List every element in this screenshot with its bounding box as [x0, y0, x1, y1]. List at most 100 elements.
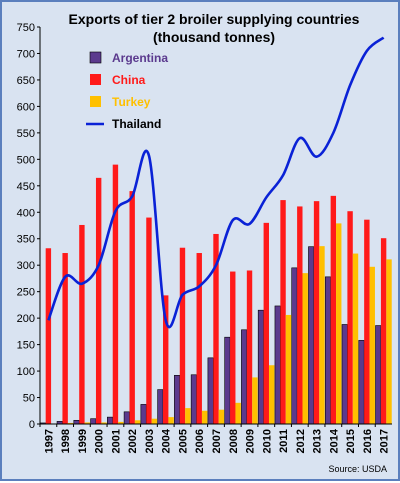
- bar-turkey-2010: [269, 365, 274, 424]
- y-tick-label: 200: [17, 313, 35, 325]
- y-tick-label: 300: [17, 260, 35, 272]
- x-tick-label: 2008: [228, 429, 240, 453]
- x-axis: 1997 1998 1999 2000 2001 2002 2003 2004 2005 2006…: [40, 424, 392, 453]
- bar-argentina-2004: [158, 390, 163, 424]
- bar-argentina-2008: [225, 337, 230, 424]
- x-tick-label: 2000: [94, 429, 106, 453]
- bar-china-2013: [314, 201, 319, 424]
- bar-china-2008: [230, 272, 235, 424]
- bar-china-2011: [280, 200, 285, 424]
- bar-china-2012: [297, 206, 302, 424]
- legend-label-turkey: Turkey: [112, 95, 151, 109]
- bar-china-2003: [146, 218, 151, 424]
- x-tick-label: 2015: [345, 429, 357, 453]
- x-tick-label: 2003: [144, 429, 156, 453]
- legend-label-argentina: Argentina: [112, 51, 168, 65]
- bar-china-2016: [364, 220, 369, 424]
- bar-china-2005: [180, 248, 185, 424]
- y-tick-label: 100: [17, 366, 35, 378]
- bar-argentina-2007: [208, 358, 213, 424]
- bar-argentina-2016: [359, 340, 364, 424]
- y-tick-label: 500: [17, 154, 35, 166]
- bar-argentina-1999: [74, 420, 79, 424]
- bar-argentina-2015: [342, 324, 347, 424]
- y-axis: 0 50 100 150 200 250 300 350 400 450 500 550 600 650 7…: [17, 22, 40, 431]
- bar-argentina-2011: [275, 306, 280, 424]
- legend-label-china: China: [112, 73, 146, 87]
- y-tick-label: 350: [17, 234, 35, 246]
- bar-china-2006: [197, 253, 202, 424]
- x-tick-label: 2001: [110, 429, 122, 453]
- plot-area: [40, 38, 391, 424]
- y-tick-label: 600: [17, 101, 35, 113]
- chart-subtitle: (thousand tonnes): [153, 29, 275, 45]
- bar-china-2001: [113, 165, 118, 424]
- y-tick-label: 650: [17, 75, 35, 87]
- bar-turkey-2004: [168, 417, 173, 424]
- chart-title: Exports of tier 2 broiler supplying coun…: [69, 11, 360, 27]
- y-tick-label: 700: [17, 48, 35, 60]
- x-tick-label: 2011: [278, 429, 290, 453]
- bar-argentina-2017: [376, 326, 381, 424]
- x-tick-label: 1997: [43, 429, 55, 453]
- x-tick-label: 2016: [362, 429, 374, 453]
- x-tick-label: 2005: [177, 429, 189, 453]
- y-tick-label: 750: [17, 22, 35, 34]
- source-note: Source: USDA: [328, 464, 387, 474]
- bar-argentina-2003: [141, 404, 146, 424]
- x-tick-label: 2009: [245, 429, 257, 453]
- bar-china-2002: [129, 191, 134, 424]
- bar-turkey-2014: [336, 223, 341, 424]
- bar-argentina-2012: [292, 268, 297, 424]
- y-tick-label: 250: [17, 287, 35, 299]
- legend-swatch-turkey: [90, 96, 101, 107]
- bar-turkey-2005: [185, 408, 190, 424]
- bar-turkey-2008: [235, 403, 240, 424]
- x-tick-label: 2004: [161, 428, 173, 453]
- bar-turkey-2015: [353, 254, 358, 424]
- x-tick-label: 2014: [328, 428, 340, 453]
- bar-argentina-2010: [258, 310, 263, 424]
- bar-argentina-2001: [107, 417, 112, 424]
- bar-turkey-2002: [135, 420, 140, 424]
- y-tick-label: 550: [17, 128, 35, 140]
- y-tick-label: 0: [29, 419, 35, 431]
- x-tick-label: 2006: [194, 429, 206, 453]
- bar-china-2017: [381, 238, 386, 424]
- x-tick-label: 2017: [379, 429, 391, 453]
- bar-china-2010: [264, 223, 269, 424]
- bar-turkey-2012: [303, 273, 308, 424]
- bar-turkey-2009: [252, 377, 257, 424]
- bar-turkey-2003: [152, 419, 157, 424]
- bar-china-1997: [46, 248, 51, 424]
- x-tick-label: 2010: [261, 429, 273, 453]
- bar-china-1999: [79, 225, 84, 424]
- bar-china-2009: [247, 270, 252, 424]
- bar-turkey-2016: [370, 267, 375, 424]
- bar-argentina-2009: [241, 330, 246, 424]
- x-tick-label: 2013: [312, 429, 324, 453]
- x-tick-label: 2002: [127, 429, 139, 453]
- bar-argentina-2002: [124, 412, 129, 424]
- bar-argentina-2006: [191, 375, 196, 424]
- x-tick-label: 2007: [211, 429, 223, 453]
- bar-argentina-2013: [308, 247, 313, 424]
- bar-turkey-2013: [319, 246, 324, 424]
- x-tick-label: 1999: [77, 429, 89, 453]
- y-tick-label: 50: [23, 393, 35, 405]
- y-tick-label: 400: [17, 207, 35, 219]
- bar-argentina-2014: [325, 277, 330, 424]
- bar-turkey-2007: [219, 410, 224, 424]
- bar-argentina-2005: [174, 375, 179, 424]
- bar-turkey-2006: [202, 411, 207, 424]
- legend-swatch-argentina: [90, 52, 101, 63]
- x-tick-label: 2012: [295, 429, 307, 453]
- x-tick-label: 1998: [60, 429, 72, 453]
- bar-argentina-2000: [91, 419, 96, 424]
- y-tick-label: 150: [17, 340, 35, 352]
- legend-swatch-china: [90, 74, 101, 85]
- y-tick-label: 450: [17, 181, 35, 193]
